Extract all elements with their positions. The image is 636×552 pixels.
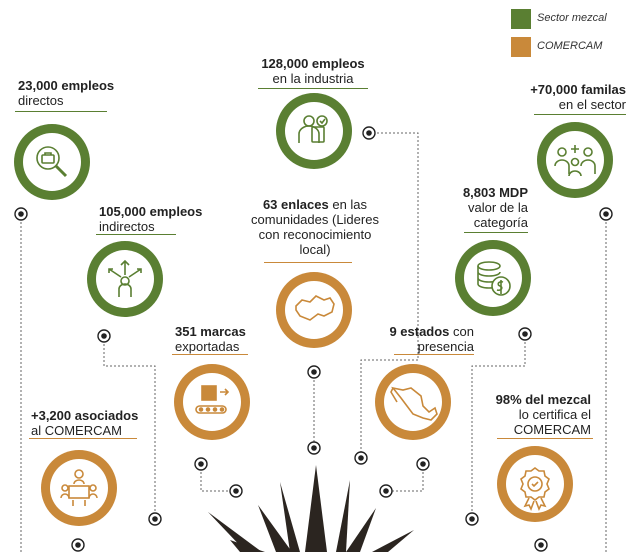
underline-s5	[264, 262, 352, 263]
stat-105000-label: 105,000 empleos indirectos	[99, 204, 203, 234]
legend-orange-label: COMERCAM	[537, 40, 603, 52]
underline-s6	[464, 232, 528, 233]
underline-s3	[534, 114, 626, 115]
conveyor-box-icon	[174, 364, 250, 440]
oaxaca-map-icon	[276, 272, 352, 348]
certificate-badge-icon	[497, 446, 573, 522]
stat-70000-label: +70,000 familas en el sector	[530, 82, 626, 112]
stat-3200-label: +3,200 asociados al COMERCAM	[31, 408, 139, 438]
stat-98-label: 98% del mezcal lo certifica el COMERCAM	[495, 392, 591, 437]
magnifier-briefcase-icon	[14, 124, 90, 200]
stat-63-enlaces-label: 63 enlaces en las comunidades (Lideres c…	[251, 197, 379, 257]
underline-s7	[172, 354, 248, 355]
mexico-map-icon	[375, 364, 451, 440]
stat-23000-label: 23,000 empleos directos	[18, 78, 115, 108]
stat-128000-label: 128,000 empleos en la industria	[261, 56, 365, 86]
underline-s9	[29, 438, 137, 439]
legend-orange-swatch	[511, 37, 531, 57]
stat-9-estados-label: 9 estados con presencia	[389, 324, 474, 354]
stat-8803-label: 8,803 MDP valor de la categoría	[462, 185, 528, 230]
underline-s1	[15, 111, 107, 112]
person-arrows-icon	[87, 241, 163, 317]
worker-clipboard-icon	[276, 93, 352, 169]
family-people-icon	[537, 122, 613, 198]
stat-351-label: 351 marcas exportadas	[175, 324, 246, 354]
meeting-people-icon	[41, 450, 117, 526]
underline-s4	[96, 234, 176, 235]
legend-green-swatch	[511, 9, 531, 29]
underline-s8	[394, 354, 474, 355]
underline-s2	[258, 88, 368, 89]
legend-green-label: Sector mezcal	[537, 12, 607, 24]
underline-s10	[497, 438, 593, 439]
coins-stack-icon	[455, 240, 531, 316]
agave-illustration	[208, 465, 414, 552]
